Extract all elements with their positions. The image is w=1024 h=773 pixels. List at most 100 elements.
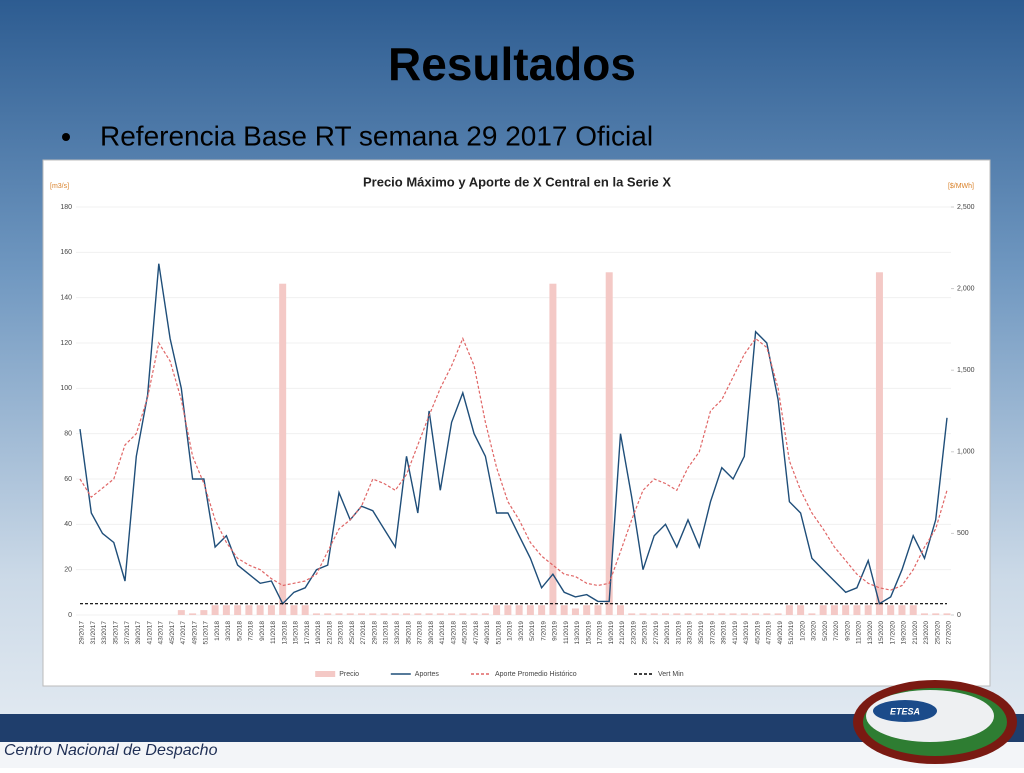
price-bar — [729, 613, 737, 615]
y2-tick-label: 0 — [957, 612, 961, 619]
x-tick-label: 13/2018 — [281, 621, 288, 645]
price-bar — [549, 283, 557, 615]
x-tick-label: 5/2020 — [822, 621, 829, 641]
price-bar — [177, 610, 185, 615]
x-tick-label: 9/2018 — [259, 621, 266, 641]
x-tick-label: 37/2017 — [124, 621, 131, 645]
x-tick-label: 1/2020 — [799, 621, 806, 641]
price-bar — [515, 605, 523, 615]
x-tick-label: 23/2018 — [338, 621, 345, 645]
x-tick-label: 45/2017 — [169, 621, 176, 645]
x-tick-label: 29/2018 — [371, 621, 378, 645]
price-bar — [853, 605, 861, 615]
price-bar — [763, 613, 771, 615]
legend-swatch — [315, 671, 336, 677]
x-tick-label: 27/2019 — [653, 621, 660, 645]
x-tick-label: 39/2018 — [428, 621, 435, 645]
price-bar — [425, 613, 433, 615]
x-tick-label: 29/2017 — [79, 621, 86, 645]
price-bar — [380, 613, 388, 615]
y-tick-label: 60 — [64, 476, 72, 483]
x-tick-label: 11/2019 — [563, 621, 570, 644]
price-bar — [560, 605, 568, 615]
price-bar — [864, 605, 872, 615]
price-bar — [920, 613, 928, 615]
y2-tick-label: 500 — [957, 530, 969, 537]
x-tick-label: 21/2018 — [326, 621, 333, 645]
x-tick-label: 49/2019 — [777, 621, 784, 645]
logo-text: ETESA — [890, 706, 920, 716]
x-tick-label: 7/2019 — [540, 621, 547, 641]
price-bar — [695, 613, 703, 615]
price-bar — [200, 610, 208, 615]
x-tick-label: 13/2020 — [867, 621, 874, 645]
x-tick-label: 37/2018 — [417, 621, 424, 645]
price-bar — [324, 613, 332, 615]
price-bar — [414, 613, 422, 615]
legend-label: Precio — [339, 671, 359, 678]
price-bar — [887, 605, 895, 615]
x-tick-label: 43/2017 — [158, 621, 165, 645]
y-tick-label: 20 — [64, 567, 72, 574]
y-tick-label: 80 — [64, 431, 72, 438]
price-bar — [898, 605, 906, 615]
bullet-text: Referencia Base RT semana 29 2017 Oficia… — [100, 120, 653, 151]
x-tick-label: 51/2019 — [788, 621, 795, 645]
price-bar — [470, 613, 478, 615]
x-tick-label: 15/2020 — [878, 621, 885, 645]
price-bar — [662, 613, 670, 615]
x-tick-label: 49/2018 — [484, 621, 491, 645]
price-bar — [830, 605, 838, 615]
price-bar — [752, 613, 760, 615]
price-bar — [312, 613, 320, 615]
x-tick-label: 27/2018 — [360, 621, 367, 645]
x-tick-label: 31/2017 — [90, 621, 97, 645]
logo: ETESA — [853, 680, 1017, 764]
price-bar — [628, 613, 636, 615]
price-bar — [673, 613, 681, 615]
x-tick-label: 19/2020 — [901, 621, 908, 645]
x-tick-label: 3/2020 — [811, 621, 818, 641]
y-tick-label: 120 — [60, 340, 72, 347]
price-bar — [222, 605, 230, 615]
x-tick-label: 35/2017 — [112, 621, 119, 645]
y-tick-label: 100 — [60, 385, 72, 392]
price-bar — [943, 613, 951, 615]
x-tick-label: 41/2019 — [732, 621, 739, 645]
y-tick-label: 180 — [60, 204, 72, 211]
x-tick-label: 43/2018 — [450, 621, 457, 645]
slide-title: Resultados — [388, 38, 636, 90]
price-bar — [808, 613, 816, 615]
chart-box — [42, 159, 991, 687]
x-tick-label: 19/2018 — [315, 621, 322, 645]
y-tick-label: 160 — [60, 249, 72, 256]
legend-label: Aportes — [415, 671, 440, 678]
x-tick-label: 3/2019 — [518, 621, 525, 641]
series-line — [79, 336, 948, 591]
x-tick-label: 25/2019 — [642, 621, 649, 645]
x-tick-label: 17/2020 — [889, 621, 896, 645]
price-bar — [369, 613, 377, 615]
x-tick-label: 13/2019 — [574, 621, 581, 645]
x-tick-label: 1/2019 — [507, 621, 514, 641]
price-bar — [403, 613, 411, 615]
price-bar — [538, 605, 546, 615]
x-tick-label: 27/2020 — [946, 621, 953, 645]
price-bar — [357, 613, 365, 615]
price-bar — [279, 283, 287, 615]
x-tick-label: 1/2018 — [214, 621, 221, 641]
x-tick-label: 41/2018 — [439, 621, 446, 645]
price-bar — [346, 613, 354, 615]
price-bar — [335, 613, 343, 615]
x-tick-label: 47/2017 — [180, 621, 187, 645]
x-tick-label: 29/2019 — [664, 621, 671, 645]
price-bar — [189, 613, 197, 615]
price-bar — [774, 613, 782, 615]
x-tick-label: 7/2018 — [248, 621, 255, 641]
y-tick-label: 40 — [64, 521, 72, 528]
price-bar — [797, 605, 805, 615]
x-tick-label: 15/2018 — [293, 621, 300, 645]
price-bar — [684, 613, 692, 615]
price-bar — [234, 605, 242, 615]
